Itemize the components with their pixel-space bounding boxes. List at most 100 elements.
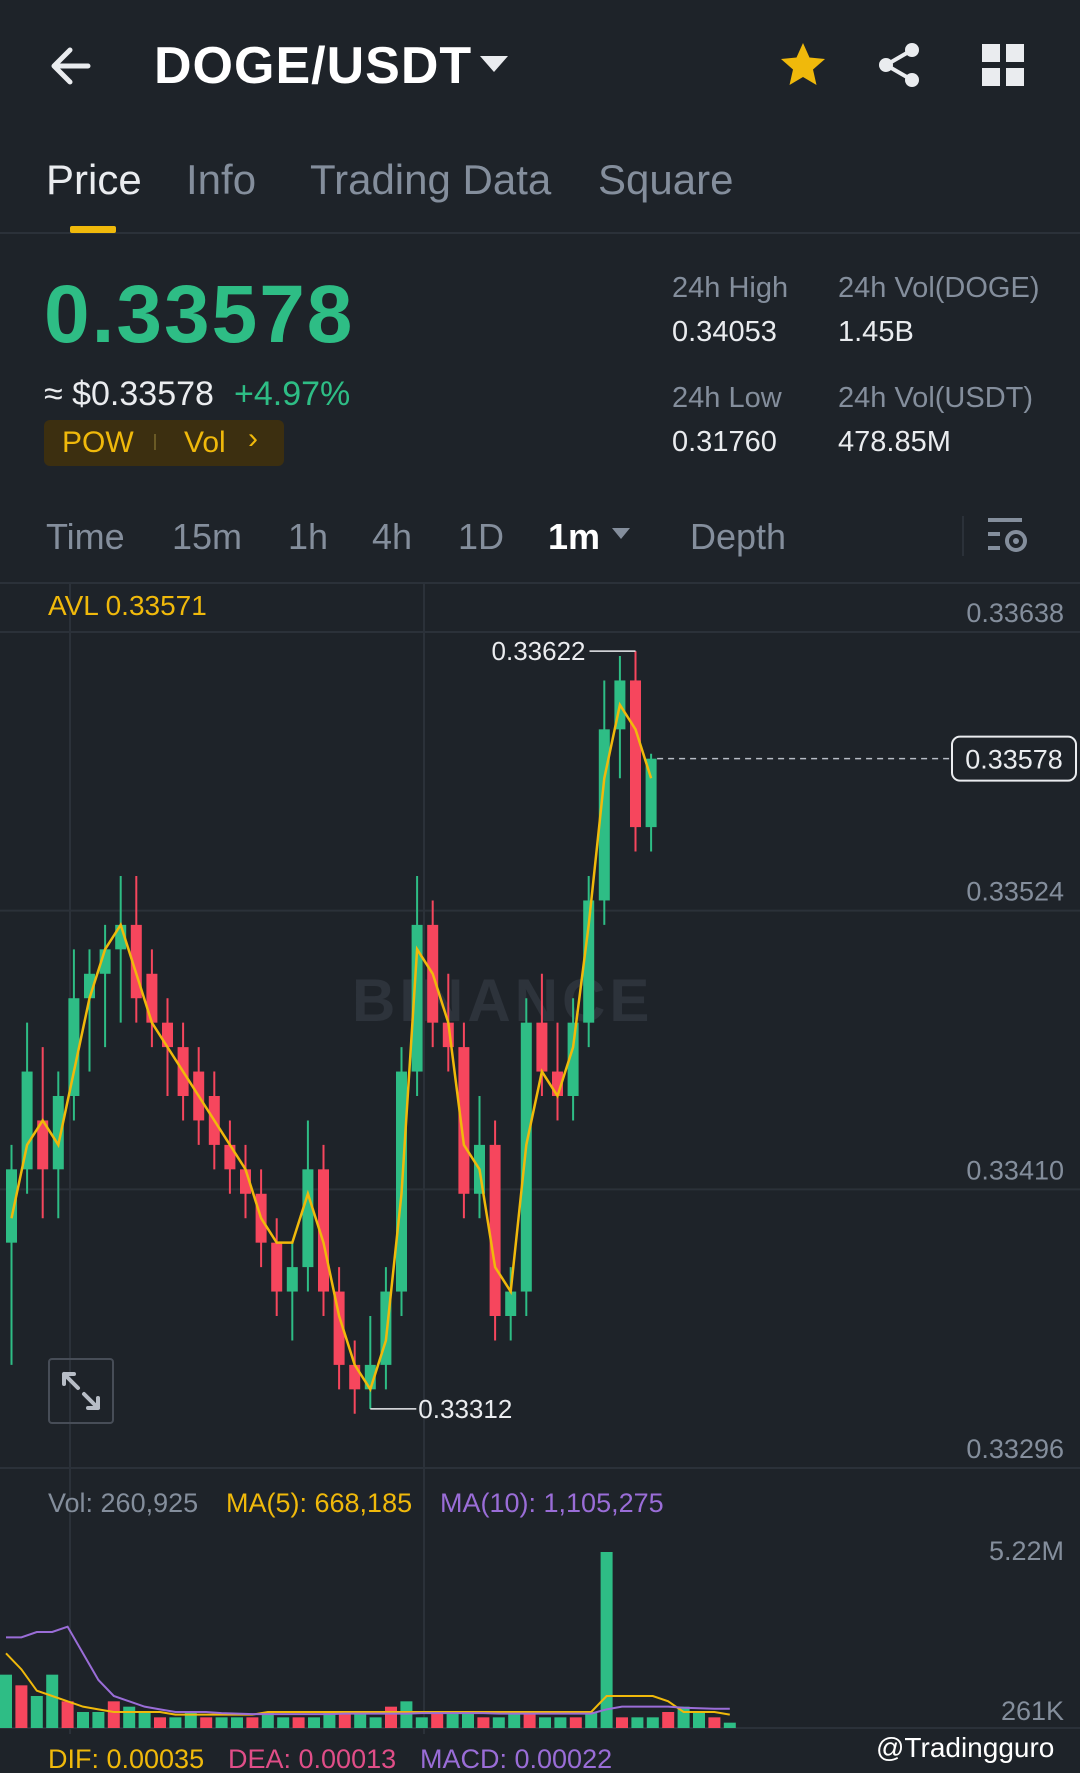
volume-axis-bottom: 261K	[1001, 1696, 1064, 1726]
tag-separator	[154, 434, 156, 450]
stat-low-label: 24h Low	[672, 382, 782, 414]
tab-price[interactable]: Price	[46, 156, 142, 203]
volume-bar	[616, 1717, 628, 1728]
volume-bar	[400, 1701, 413, 1728]
volume-bar	[662, 1712, 675, 1728]
volume-bar	[231, 1717, 243, 1728]
candle-body	[645, 758, 657, 828]
volume-bar	[539, 1717, 551, 1728]
stat-vol-doge-label: 24h Vol(DOGE)	[838, 272, 1040, 304]
tf-1d[interactable]: 1D	[458, 516, 505, 557]
volume-bar	[508, 1712, 521, 1728]
stat-high-value: 0.34053	[672, 316, 777, 348]
candle-body	[411, 924, 423, 1072]
volume-bar	[308, 1717, 320, 1728]
candlestick-chart[interactable]: 0.33638 0.33524 0.33410 0.33296 0.33622 0.333…	[0, 584, 1080, 1734]
candle-body	[536, 1022, 548, 1072]
header-bar: DOGE/USDT	[0, 0, 1080, 135]
volume-bar	[569, 1717, 582, 1728]
candle-body	[21, 1071, 33, 1170]
stat-high-label: 24h High	[672, 272, 789, 304]
credit-watermark: @Tradingguro	[876, 1732, 1055, 1763]
price-axis-label: 0.33410	[966, 1155, 1064, 1185]
volume-ma5-line	[5, 1652, 730, 1716]
candle-body	[583, 900, 595, 1023]
volume-bar	[554, 1717, 567, 1728]
tab-bar: Price Info Trading Data Square	[0, 150, 1080, 234]
volume-bar	[523, 1712, 536, 1728]
tf-1m[interactable]: 1m	[548, 516, 601, 557]
stat-vol-usdt-value: 478.85M	[838, 426, 951, 458]
volume-ma10-line	[6, 1625, 730, 1716]
volume-bar	[354, 1712, 367, 1728]
macd-value: MACD: 0.00022	[420, 1744, 613, 1773]
tf-4h[interactable]: 4h	[372, 516, 413, 557]
volume-bar	[338, 1712, 351, 1728]
usd-price: ≈ $0.33578	[44, 375, 214, 413]
volume-bar	[77, 1712, 89, 1728]
volume-bar	[0, 1674, 12, 1728]
chart-settings-icon[interactable]	[986, 514, 1030, 558]
tab-square[interactable]: Square	[598, 156, 734, 203]
candle-body	[99, 949, 111, 974]
vol-value: Vol: 260,925	[48, 1488, 199, 1518]
volume-bar	[61, 1701, 74, 1728]
volume-bar	[138, 1712, 151, 1728]
candle-body	[84, 973, 95, 999]
chart-divider	[0, 582, 1080, 584]
price-ma-line	[10, 701, 653, 1393]
stat-vol-usdt-label: 24h Vol(USDT)	[838, 382, 1034, 414]
price-change: +4.97%	[234, 375, 351, 413]
tf-caret-icon[interactable]	[612, 528, 630, 539]
binance-watermark: BINANCE	[352, 967, 654, 1034]
star-icon[interactable]	[778, 40, 828, 90]
candle-body	[146, 973, 158, 1023]
candle-body	[442, 1022, 454, 1048]
candle-body	[162, 1022, 173, 1048]
volume-bar	[415, 1717, 428, 1728]
volume-bar	[154, 1717, 166, 1728]
tag-pill[interactable]: POW Vol ›	[44, 420, 284, 466]
volume-bar	[477, 1717, 490, 1728]
expand-button[interactable]	[48, 1358, 114, 1424]
volume-bar	[261, 1712, 274, 1728]
candle-body	[630, 680, 641, 828]
back-arrow-icon[interactable]	[44, 36, 104, 96]
candle-body	[6, 1169, 17, 1243]
candle-body	[240, 1169, 251, 1194]
chevron-right-icon: ›	[248, 422, 258, 455]
volume-bar	[446, 1712, 459, 1728]
volume-bar	[30, 1696, 43, 1728]
volume-bar	[184, 1712, 197, 1728]
tf-depth[interactable]: Depth	[690, 516, 787, 557]
current-price-box	[951, 735, 1077, 782]
price-axis-label: 0.33524	[966, 877, 1064, 907]
candle-body	[380, 1291, 392, 1365]
tf-time[interactable]: Time	[46, 516, 125, 557]
pair-title[interactable]: DOGE/USDT	[154, 37, 473, 95]
candle-body	[286, 1267, 298, 1292]
candle-body	[567, 1022, 579, 1096]
tab-trading-data[interactable]: Trading Data	[310, 156, 552, 203]
share-icon[interactable]	[874, 40, 924, 90]
dropdown-caret-icon[interactable]	[480, 56, 508, 72]
volume-bar	[323, 1712, 336, 1728]
candle-body	[520, 1022, 532, 1292]
volume-bar	[431, 1712, 444, 1728]
volume-bar	[246, 1717, 259, 1728]
volume-bar	[631, 1717, 644, 1728]
tf-1h[interactable]: 1h	[288, 516, 329, 557]
tag-vol: Vol	[184, 426, 226, 459]
price-axis-label: 0.33296	[966, 1434, 1064, 1464]
last-price: 0.33578	[44, 269, 355, 360]
volume-bar	[462, 1712, 474, 1728]
candle-body	[489, 1144, 501, 1316]
volume-bar	[123, 1706, 136, 1728]
grid-icon[interactable]	[982, 44, 1026, 88]
candle-body	[598, 729, 610, 901]
tab-info[interactable]: Info	[186, 156, 257, 203]
candle-body	[458, 1047, 470, 1194]
candle-body	[349, 1364, 361, 1390]
macd-dea: DEA: 0.00013	[228, 1744, 397, 1773]
tf-15m[interactable]: 15m	[172, 516, 243, 557]
